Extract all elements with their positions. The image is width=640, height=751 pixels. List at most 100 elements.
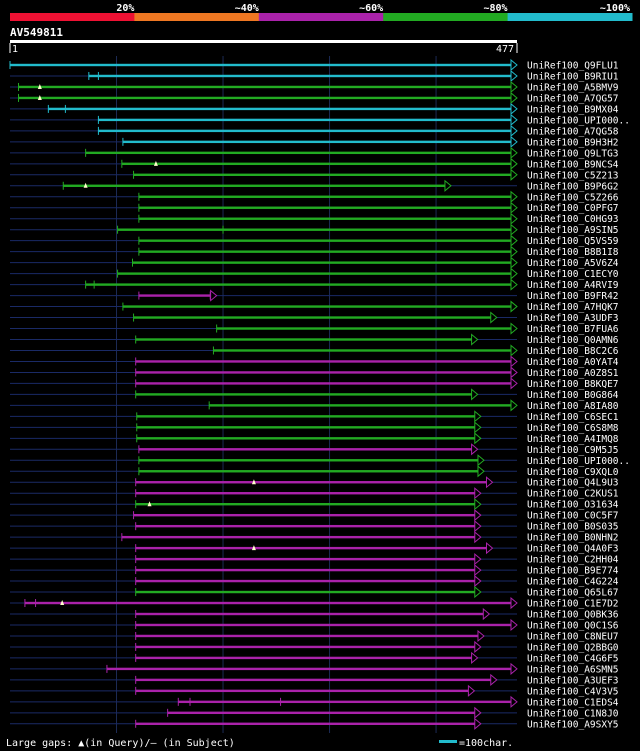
hit-name[interactable]: UniRef100_A5BMV9 <box>527 82 619 93</box>
hit-row[interactable]: UniRef100_A5V6Z4 <box>10 256 619 270</box>
hit-name[interactable]: UniRef100_C9M5J5 <box>527 445 619 456</box>
hit-row[interactable]: UniRef100_C9XQL0 <box>10 465 619 478</box>
hit-name[interactable]: UniRef100_UPI000.. <box>527 115 630 126</box>
hit-row[interactable]: UniRef100_B8C2C6 <box>10 344 619 357</box>
hit-name[interactable]: UniRef100_A8IA80 <box>527 401 619 412</box>
hit-row[interactable]: UniRef100_B0G864 <box>10 388 619 401</box>
hit-row[interactable]: UniRef100_B7FUA6 <box>10 322 619 336</box>
hit-row[interactable]: UniRef100_C0C5F7 <box>10 509 619 522</box>
hit-name[interactable]: UniRef100_Q0AMN6 <box>527 335 619 346</box>
hit-row[interactable]: UniRef100_B9P6G2 <box>10 179 619 193</box>
hit-row[interactable]: UniRef100_B9NCS4 <box>10 157 619 171</box>
hit-name[interactable]: UniRef100_A4IMQ8 <box>527 434 619 445</box>
hit-name[interactable]: UniRef100_B0NHN2 <box>527 533 619 544</box>
hit-row[interactable]: UniRef100_C1EDS4 <box>10 695 619 709</box>
hit-name[interactable]: UniRef100_UPI000.. <box>527 456 630 467</box>
hit-name[interactable]: UniRef100_Q5VS59 <box>527 236 619 247</box>
hit-row[interactable]: UniRef100_C0HG93 <box>10 212 619 226</box>
hit-name[interactable]: UniRef100_B8C2C6 <box>527 346 619 357</box>
hit-name[interactable]: UniRef100_C4G224 <box>527 577 619 588</box>
hit-row[interactable]: UniRef100_C9M5J5 <box>10 443 619 456</box>
hit-name[interactable]: UniRef100_B9P6G2 <box>527 181 619 192</box>
hit-name[interactable]: UniRef100_B0G864 <box>527 390 619 401</box>
hit-row[interactable]: UniRef100_B9E774 <box>10 564 619 577</box>
hit-name[interactable]: UniRef100_C6S8M8 <box>527 423 619 434</box>
hit-name[interactable]: UniRef100_A3UDF3 <box>527 313 619 324</box>
hit-name[interactable]: UniRef100_B9H3H2 <box>527 137 619 148</box>
hit-name[interactable]: UniRef100_C9XQL0 <box>527 467 619 478</box>
hit-name[interactable]: UniRef100_A6SMN5 <box>527 664 619 675</box>
hit-row[interactable]: UniRef100_Q4L9U3 <box>10 476 619 489</box>
hit-row[interactable]: UniRef100_C4G6F5 <box>10 651 619 665</box>
hit-row[interactable]: UniRef100_C6S8M8 <box>10 421 619 434</box>
hit-row[interactable]: UniRef100_Q9FLU1 <box>9 58 619 72</box>
hit-row[interactable]: UniRef100_B9MX04 <box>10 102 619 116</box>
hit-name[interactable]: UniRef100_Q4A0F3 <box>527 544 619 555</box>
hit-row[interactable]: UniRef100_B9H3H2 <box>10 135 619 149</box>
hit-name[interactable]: UniRef100_C1E7D2 <box>527 599 619 610</box>
hit-name[interactable]: UniRef100_Q2BBG0 <box>527 642 619 653</box>
hit-row[interactable]: UniRef100_C8NEU7 <box>10 629 619 643</box>
hit-name[interactable]: UniRef100_C4G6F5 <box>527 653 619 664</box>
hit-name[interactable]: UniRef100_A7HQK7 <box>527 302 619 313</box>
hit-name[interactable]: UniRef100_Q0BK36 <box>527 610 619 621</box>
hit-name[interactable]: UniRef100_A5V6Z4 <box>527 258 619 269</box>
hit-row[interactable]: UniRef100_B0NHN2 <box>10 531 619 544</box>
hit-name[interactable]: UniRef100_B9MX04 <box>527 104 619 115</box>
hit-row[interactable]: UniRef100_Q4A0F3 <box>10 542 619 555</box>
hit-name[interactable]: UniRef100_C4V3V5 <box>527 686 619 697</box>
hit-row[interactable]: UniRef100_B9RIU1 <box>10 69 619 83</box>
hit-row[interactable]: UniRef100_C4V3V5 <box>10 684 619 698</box>
hit-row[interactable]: UniRef100_Q0C1S6 <box>10 618 619 632</box>
hit-row[interactable]: UniRef100_A3UEF3 <box>10 673 619 687</box>
hit-name[interactable]: UniRef100_A7QG58 <box>527 126 619 137</box>
hit-name[interactable]: UniRef100_O31634 <box>527 500 619 511</box>
hit-name[interactable]: UniRef100_B9FR42 <box>527 291 619 302</box>
hit-row[interactable]: UniRef100_Q9LTG3 <box>10 146 619 160</box>
hit-row[interactable]: UniRef100_A7QG58 <box>10 124 619 138</box>
hit-row[interactable]: UniRef100_C5Z213 <box>10 168 619 182</box>
hit-row[interactable]: UniRef100_Q65L67 <box>10 585 619 599</box>
hit-row[interactable]: UniRef100_C5Z266 <box>10 190 619 204</box>
hit-row[interactable]: UniRef100_A0YAT4 <box>10 355 619 368</box>
hit-name[interactable]: UniRef100_A0Z8S1 <box>527 368 619 379</box>
hit-name[interactable]: UniRef100_C0C5F7 <box>527 511 619 522</box>
hit-name[interactable]: UniRef100_A9SXY5 <box>527 719 619 730</box>
hit-row[interactable]: UniRef100_C1E7D2 <box>10 596 619 610</box>
hit-name[interactable]: UniRef100_Q4L9U3 <box>527 478 619 489</box>
hit-name[interactable]: UniRef100_B9NCS4 <box>527 159 619 170</box>
hit-row[interactable]: UniRef100_A5BMV9 <box>10 80 619 94</box>
hit-name[interactable]: UniRef100_A9SIN5 <box>527 225 619 236</box>
hit-row[interactable]: UniRef100_B0S035 <box>10 520 619 533</box>
hit-row[interactable]: UniRef100_B8B1I8 <box>10 245 619 259</box>
hit-row[interactable]: UniRef100_C4G224 <box>10 574 619 588</box>
hit-row[interactable]: UniRef100_A3UDF3 <box>10 311 619 325</box>
hit-row[interactable]: UniRef100_UPI000.. <box>10 113 630 127</box>
hit-row[interactable]: UniRef100_C6SEC1 <box>10 410 619 423</box>
hit-name[interactable]: UniRef100_B8B1I8 <box>527 247 619 258</box>
hit-name[interactable]: UniRef100_C1N8J0 <box>527 708 619 719</box>
hit-name[interactable]: UniRef100_Q65L67 <box>527 588 619 599</box>
hit-name[interactable]: UniRef100_C0PFG7 <box>527 203 619 214</box>
hit-name[interactable]: UniRef100_C2KUS1 <box>527 489 619 500</box>
hit-name[interactable]: UniRef100_C0HG93 <box>527 214 619 225</box>
hit-row[interactable]: UniRef100_Q5VS59 <box>10 234 619 248</box>
hit-row[interactable]: UniRef100_A8IA80 <box>10 399 619 412</box>
hit-name[interactable]: UniRef100_Q9LTG3 <box>527 148 619 159</box>
hit-row[interactable]: UniRef100_A0Z8S1 <box>10 366 619 379</box>
hit-name[interactable]: UniRef100_Q9FLU1 <box>527 61 619 72</box>
hit-name[interactable]: UniRef100_C6SEC1 <box>527 412 619 423</box>
hit-row[interactable]: UniRef100_C0PFG7 <box>10 201 619 215</box>
hit-row[interactable]: UniRef100_A4RVI9 <box>10 278 619 292</box>
hit-name[interactable]: UniRef100_A7QG57 <box>527 93 619 104</box>
hit-name[interactable]: UniRef100_B0S035 <box>527 522 619 533</box>
hit-row[interactable]: UniRef100_B8KQE7 <box>10 377 619 390</box>
hit-row[interactable]: UniRef100_A7QG57 <box>10 91 619 105</box>
hit-row[interactable]: UniRef100_A9SXY5 <box>10 717 619 731</box>
hit-name[interactable]: UniRef100_C5Z266 <box>527 192 619 203</box>
hit-name[interactable]: UniRef100_B8KQE7 <box>527 379 619 390</box>
hit-name[interactable]: UniRef100_A4RVI9 <box>527 280 619 291</box>
hit-name[interactable]: UniRef100_B9E774 <box>527 566 619 577</box>
hit-row[interactable]: UniRef100_A9SIN5 <box>10 223 619 237</box>
hit-row[interactable]: UniRef100_C1ECY0 <box>10 267 619 281</box>
